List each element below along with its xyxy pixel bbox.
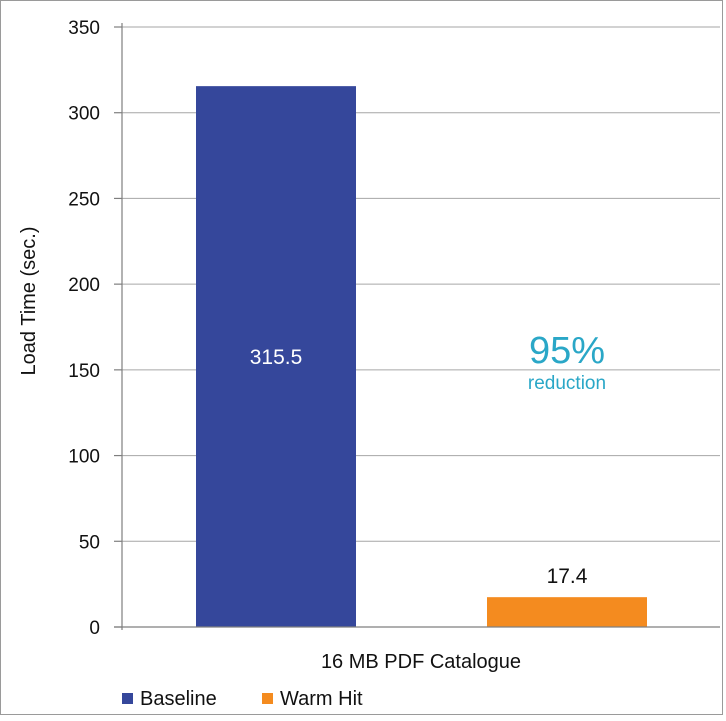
bar-warm-hit [487,597,647,627]
y-tick-label: 350 [68,18,100,39]
legend-label-baseline: Baseline [140,688,217,710]
reduction-percent-annotation: 95% [529,330,605,372]
reduction-text-annotation: reduction [528,373,606,394]
y-axis-ticks: 0 50 100 150 200 250 300 350 [68,18,122,639]
bars [196,86,647,627]
legend: Baseline Warm Hit [122,688,363,710]
y-tick-label: 50 [79,532,100,553]
y-tick-label: 300 [68,104,100,125]
legend-label-warm-hit: Warm Hit [280,688,363,710]
bar-value-label-warm-hit: 17.4 [547,565,588,588]
y-tick-label: 200 [68,275,100,296]
bar-value-label-baseline: 315.5 [250,346,303,369]
legend-swatch-warm-hit [262,693,273,704]
y-tick-label: 0 [89,618,100,639]
y-tick-label: 250 [68,189,100,210]
bar-baseline [196,86,356,627]
y-tick-label: 100 [68,447,100,468]
x-category-label: 16 MB PDF Catalogue [321,651,521,673]
legend-swatch-baseline [122,693,133,704]
y-axis-title: Load Time (sec.) [18,227,40,376]
y-tick-label: 150 [68,361,100,382]
